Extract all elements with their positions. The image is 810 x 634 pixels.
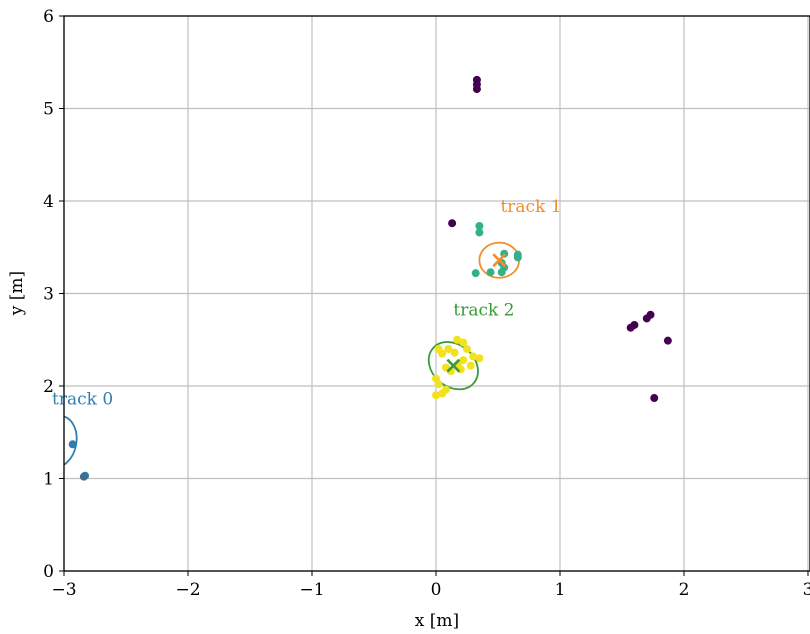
- data-point: [459, 338, 468, 347]
- data-point: [475, 221, 484, 230]
- track-label: track 0: [52, 390, 113, 410]
- track-label: track 1: [500, 197, 561, 217]
- y-tick-label: 1: [43, 470, 54, 490]
- data-point: [434, 380, 443, 389]
- x-tick-label: 0: [431, 580, 442, 600]
- y-tick-label: 6: [43, 7, 54, 27]
- y-axis-label: y [m]: [7, 271, 27, 316]
- data-point: [463, 345, 471, 353]
- data-point: [448, 219, 457, 228]
- data-point: [68, 440, 77, 449]
- data-point: [475, 228, 484, 237]
- track-centers: [446, 253, 507, 373]
- y-tick-label: 5: [43, 100, 54, 120]
- detection-points: [68, 75, 672, 481]
- data-point: [471, 269, 480, 278]
- data-point: [497, 268, 506, 277]
- data-point: [438, 389, 447, 398]
- data-point: [450, 348, 459, 357]
- track-center-marker: [446, 358, 461, 373]
- data-point: [663, 336, 672, 345]
- y-tick-label: 0: [43, 562, 54, 582]
- data-point: [438, 349, 447, 358]
- y-tick-label: 3: [43, 285, 54, 305]
- x-axis-label: x [m]: [415, 611, 459, 631]
- x-tick-label: −3: [51, 580, 76, 600]
- data-point: [630, 320, 639, 329]
- y-tick-label: 2: [43, 377, 54, 397]
- data-point: [79, 472, 88, 481]
- track-ellipses: [64, 241, 520, 469]
- x-tick-label: −2: [175, 580, 200, 600]
- data-point: [486, 268, 495, 277]
- data-point: [466, 361, 475, 370]
- data-point: [453, 335, 462, 344]
- data-point: [513, 253, 522, 262]
- data-point: [444, 345, 453, 353]
- x-tick-label: −1: [299, 580, 324, 600]
- axis-ticks: −3 −2 −1 0 1 2 3 0 1 2 3 4 5 6: [43, 7, 810, 600]
- data-point: [650, 394, 659, 403]
- track-labels: track 0 track 1 track 2: [52, 197, 562, 409]
- track-label: track 2: [453, 301, 514, 321]
- x-tick-label: 3: [803, 580, 810, 600]
- data-point: [469, 352, 478, 361]
- track-center-marker: [492, 253, 507, 268]
- x-tick-label: 2: [679, 580, 690, 600]
- data-point: [472, 85, 481, 94]
- data-point: [432, 391, 440, 400]
- grid: [63, 15, 810, 572]
- data-point: [646, 310, 655, 319]
- data-point: [475, 354, 484, 363]
- y-tick-label: 4: [43, 192, 54, 212]
- x-tick-label: 1: [555, 580, 566, 600]
